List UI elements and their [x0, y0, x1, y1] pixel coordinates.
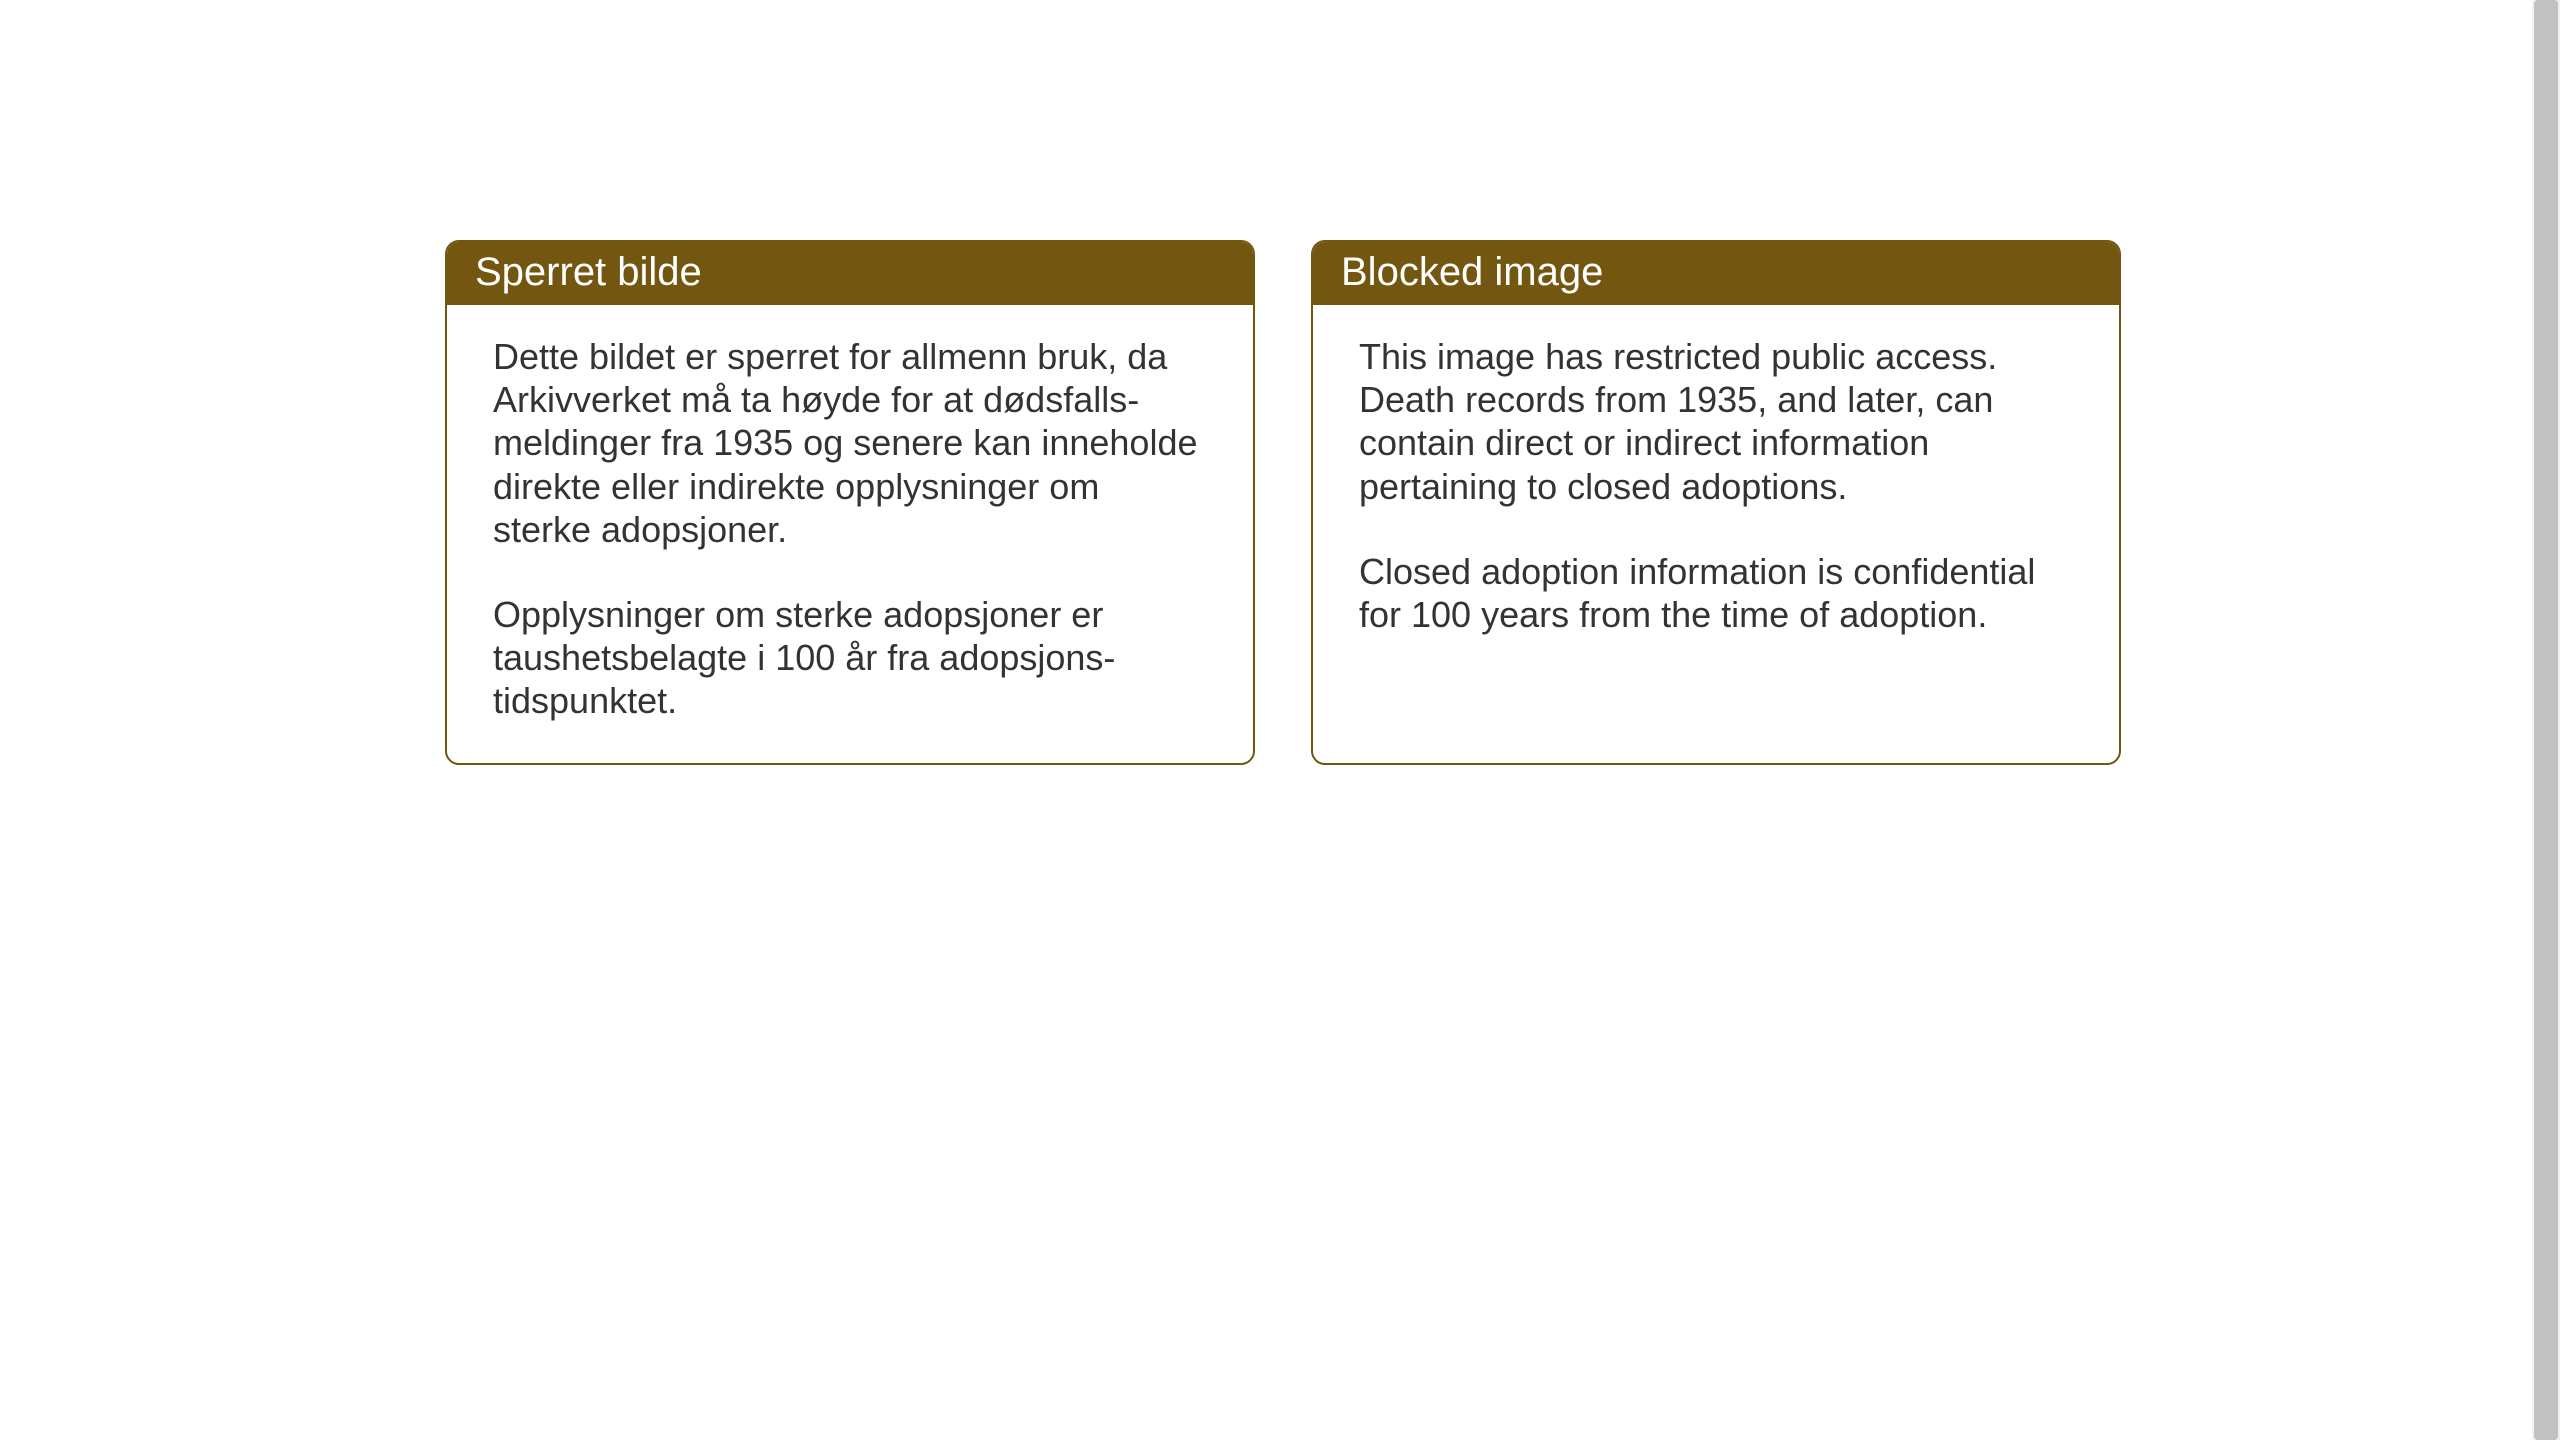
- notice-paragraph: Closed adoption information is confident…: [1359, 550, 2073, 636]
- notice-body-norwegian: Dette bildet er sperret for allmenn bruk…: [447, 305, 1253, 763]
- notice-paragraph: Opplysninger om sterke adopsjoner er tau…: [493, 593, 1207, 723]
- notice-paragraph: Dette bildet er sperret for allmenn bruk…: [493, 335, 1207, 551]
- notice-body-english: This image has restricted public access.…: [1313, 305, 2119, 676]
- notice-header-english: Blocked image: [1313, 242, 2119, 305]
- scrollbar-thumb[interactable]: [2534, 0, 2558, 1440]
- notice-header-norwegian: Sperret bilde: [447, 242, 1253, 305]
- scrollbar-track[interactable]: [2532, 0, 2560, 1440]
- notice-paragraph: This image has restricted public access.…: [1359, 335, 2073, 508]
- notice-card-norwegian: Sperret bilde Dette bildet er sperret fo…: [445, 240, 1255, 765]
- notice-container: Sperret bilde Dette bildet er sperret fo…: [445, 240, 2121, 765]
- notice-card-english: Blocked image This image has restricted …: [1311, 240, 2121, 765]
